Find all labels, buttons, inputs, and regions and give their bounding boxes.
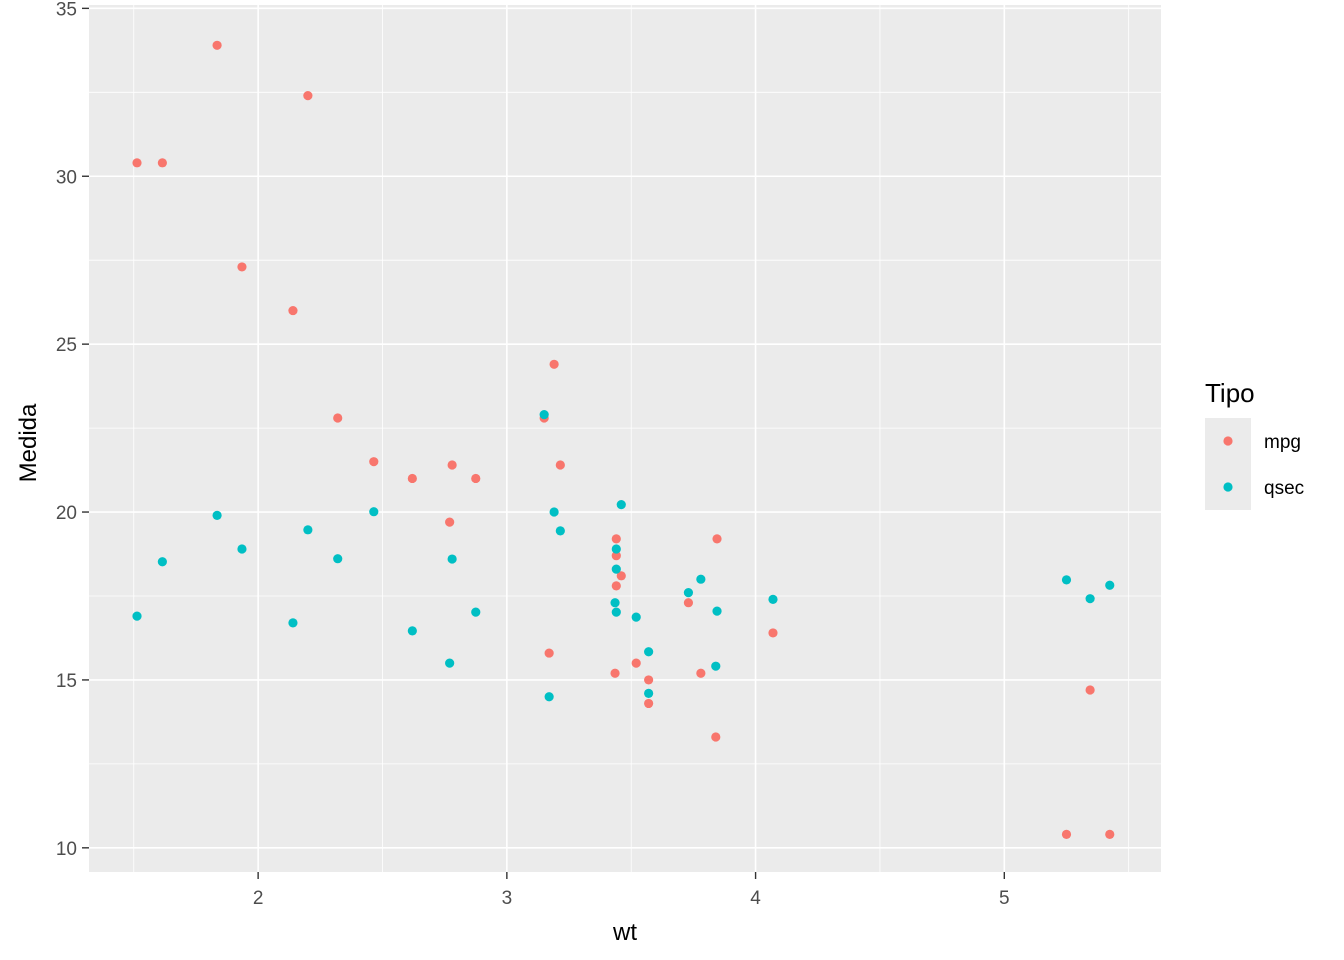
x-tick-label: 2 [253, 888, 264, 909]
x-tick-label: 3 [502, 888, 513, 909]
x-tick-label: 5 [999, 888, 1010, 909]
data-point-qsec [696, 574, 706, 584]
legend-label-mpg: mpg [1264, 432, 1301, 453]
data-point-mpg [445, 517, 455, 527]
y-tick-label: 10 [56, 839, 77, 860]
y-tick-label: 25 [56, 335, 77, 356]
data-point-qsec [616, 500, 626, 510]
data-point-mpg [631, 658, 641, 668]
data-point-mpg [644, 698, 654, 709]
data-point-qsec [611, 607, 621, 617]
data-point-mpg [157, 158, 167, 168]
data-point-mpg [237, 262, 247, 272]
data-point-mpg [616, 571, 626, 581]
data-point-qsec [157, 557, 167, 567]
data-point-qsec [539, 410, 549, 420]
y-tick-label: 30 [56, 167, 77, 188]
data-point-qsec [288, 618, 298, 628]
data-point-mpg [212, 40, 222, 50]
data-point-qsec [1061, 575, 1072, 585]
data-point-mpg [683, 598, 694, 608]
data-point-mpg [1105, 829, 1115, 839]
legend-key-mpg [1223, 436, 1233, 446]
data-point-qsec [549, 507, 559, 517]
data-point-qsec [1105, 580, 1115, 590]
data-point-qsec [611, 544, 621, 554]
data-point-mpg [407, 473, 417, 484]
data-point-qsec [447, 554, 457, 564]
y-tick-label: 20 [56, 503, 77, 524]
data-point-qsec [1085, 594, 1095, 604]
data-point-qsec [683, 588, 694, 598]
data-point-mpg [696, 668, 706, 678]
y-axis-title: Medida [15, 403, 42, 482]
data-point-qsec [471, 607, 481, 617]
data-point-mpg [333, 413, 343, 423]
data-point-mpg [1085, 685, 1095, 695]
panel-background [89, 5, 1161, 872]
data-point-mpg [610, 668, 620, 678]
data-point-mpg [447, 460, 457, 470]
data-point-qsec [555, 526, 565, 536]
data-points [132, 40, 1115, 839]
data-point-qsec [237, 544, 247, 554]
data-point-qsec [369, 507, 379, 517]
x-tick-label: 4 [750, 888, 761, 909]
data-point-mpg [644, 675, 654, 685]
data-point-qsec [333, 554, 343, 564]
data-point-qsec [445, 658, 455, 668]
legend-label-qsec: qsec [1264, 478, 1304, 499]
data-point-qsec [212, 510, 222, 520]
minor-gridlines [89, 5, 1161, 872]
data-point-mpg [611, 581, 621, 591]
data-point-qsec [610, 598, 620, 608]
data-point-mpg [549, 359, 559, 369]
data-point-mpg [544, 648, 554, 658]
legend-title: Tipo [1205, 378, 1255, 408]
data-point-qsec [768, 594, 778, 604]
data-point-qsec [407, 626, 417, 636]
data-point-mpg [471, 473, 481, 484]
data-point-qsec [611, 564, 621, 574]
data-point-qsec [303, 525, 313, 535]
data-point-qsec [711, 661, 721, 671]
y-tick-label: 15 [56, 671, 77, 692]
y-axis: 10 15 20 25 30 35 [56, 0, 89, 860]
y-tick-label: 35 [56, 0, 77, 20]
data-point-qsec [132, 611, 142, 621]
data-point-mpg [369, 457, 379, 467]
data-point-mpg [132, 158, 142, 168]
data-point-mpg [303, 91, 313, 101]
data-point-qsec [712, 606, 722, 616]
major-gridlines [89, 5, 1161, 872]
data-point-mpg [768, 628, 778, 638]
data-point-mpg [1061, 829, 1072, 839]
x-axis: 2 3 4 5 [253, 872, 1010, 909]
data-point-mpg [288, 305, 298, 316]
legend: Tipo mpg qsec [1205, 378, 1304, 510]
data-point-qsec [544, 692, 554, 702]
data-point-mpg [611, 534, 621, 544]
data-point-qsec [644, 688, 654, 698]
data-point-mpg [712, 534, 722, 544]
legend-key-qsec [1223, 482, 1233, 492]
data-point-mpg [555, 460, 565, 470]
x-axis-title: wt [612, 919, 637, 946]
data-point-qsec [644, 647, 654, 657]
data-point-qsec [631, 612, 641, 622]
data-point-mpg [611, 551, 621, 561]
data-point-mpg [711, 732, 721, 742]
